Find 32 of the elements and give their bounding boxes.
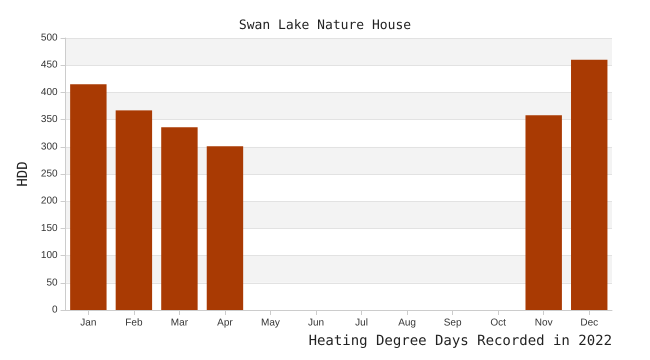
- bar: [70, 84, 107, 310]
- x-tick-label: Aug: [398, 318, 416, 328]
- y-tick-label: 250: [40, 168, 58, 180]
- bar: [161, 127, 198, 310]
- y-tick-label: 50: [46, 277, 58, 288]
- y-tick-label: 100: [40, 250, 58, 262]
- y-tick-label: 0: [52, 304, 58, 316]
- bar: [116, 110, 152, 310]
- x-tick-label: Feb: [125, 318, 143, 328]
- x-tick-label: May: [261, 318, 280, 328]
- x-tick-label: Dec: [580, 318, 598, 328]
- x-axis-title: Heating Degree Days Recorded in 2022: [308, 333, 612, 349]
- bar: [206, 146, 244, 310]
- y-tick-label: 300: [40, 141, 58, 152]
- y-tick-label: 350: [40, 114, 58, 126]
- y-axis-title: HDD: [15, 161, 31, 187]
- y-tick-label: 200: [40, 196, 58, 207]
- x-tick-label: Sep: [444, 318, 462, 328]
- x-tick-label: Nov: [534, 318, 553, 328]
- y-tick-label: 450: [40, 60, 58, 71]
- x-tick-label: Jan: [80, 318, 96, 328]
- x-tick-label: Jul: [355, 318, 368, 328]
- x-tick-label: Apr: [217, 318, 234, 328]
- y-tick-label: 150: [40, 222, 58, 234]
- x-tick-label: Jun: [308, 318, 324, 328]
- y-tick-label: 400: [40, 86, 58, 98]
- bar: [525, 115, 562, 310]
- x-tick-label: Oct: [490, 318, 506, 328]
- y-tick-label: 500: [40, 32, 58, 44]
- x-tick-label: Mar: [170, 318, 189, 328]
- chart-title: Swan Lake Nature House: [238, 18, 412, 33]
- bar: [571, 60, 608, 310]
